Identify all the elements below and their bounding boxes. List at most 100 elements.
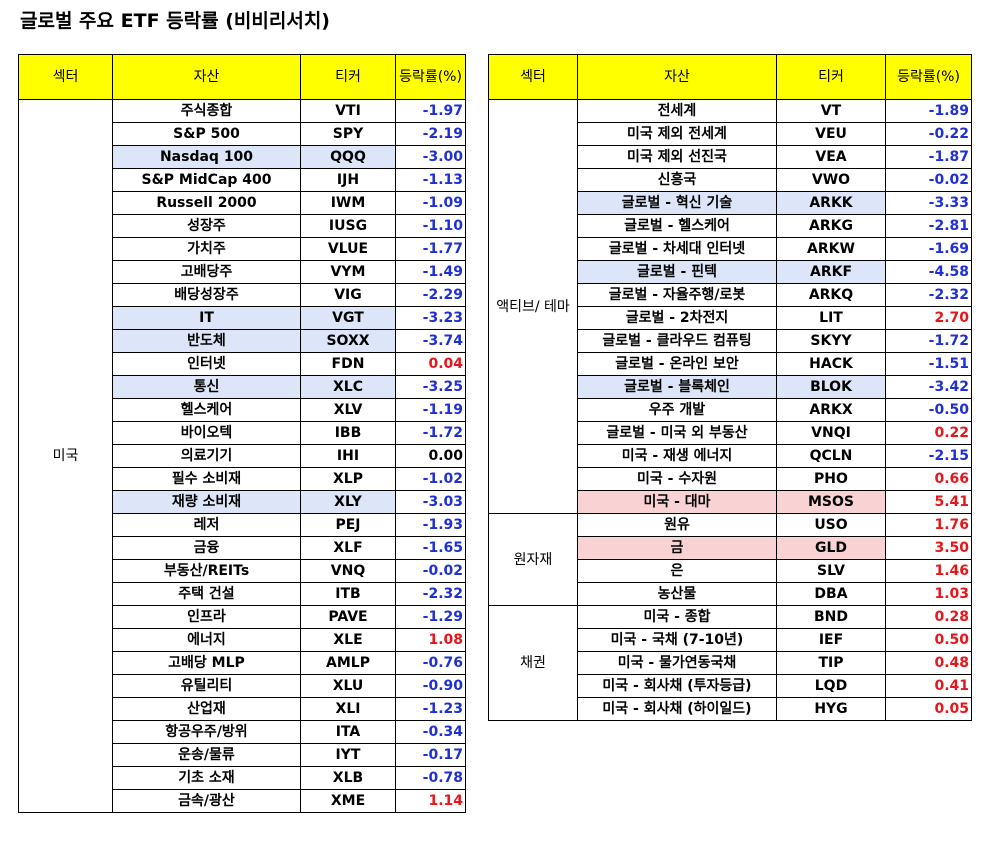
return-cell: -1.23 xyxy=(395,697,466,721)
asset-cell: 금 xyxy=(577,536,777,560)
asset-cell: 인프라 xyxy=(112,605,301,629)
ticker-cell: AMLP xyxy=(300,651,396,675)
ticker-cell: XLU xyxy=(300,674,396,698)
asset-cell: 신흥국 xyxy=(577,168,777,192)
table-row: 원자재 원유 USO 1.76 xyxy=(488,513,972,606)
ticker-cell: PEJ xyxy=(300,513,396,537)
asset-cell: 글로벌 - 핀텍 xyxy=(577,260,777,284)
return-cell: -0.34 xyxy=(395,720,466,744)
table-row: 유틸리티 XLU -0.90 xyxy=(19,674,466,698)
table-row: 글로벌 - 핀텍 ARKF -4.58 xyxy=(489,260,972,284)
ticker-cell: VWO xyxy=(776,168,886,192)
asset-cell: 미국 제외 선진국 xyxy=(577,145,777,169)
asset-cell: S&P 500 xyxy=(112,122,301,146)
table-row: 고배당 MLP AMLP -0.76 xyxy=(19,651,466,675)
asset-cell: 고배당주 xyxy=(112,260,301,284)
table-row: S&P MidCap 400 IJH -1.13 xyxy=(19,168,466,192)
table-row: 미국 - 대마 MSOS 5.41 xyxy=(489,490,972,514)
asset-cell: 글로벌 - 2차전지 xyxy=(577,306,777,330)
ticker-cell: ARKQ xyxy=(776,283,886,307)
return-cell: -0.02 xyxy=(885,168,972,192)
sector-cell: 원자재 xyxy=(488,513,578,606)
return-cell: -3.00 xyxy=(395,145,466,169)
return-cell: -1.72 xyxy=(395,421,466,445)
table-row: 반도체 SOXX -3.74 xyxy=(19,329,466,353)
table-row: 채권 미국 - 종합 BND 0.28 xyxy=(488,605,972,721)
ticker-cell: IWM xyxy=(300,191,396,215)
table-header-row: 섹터 자산 티커 등락률(%) xyxy=(18,54,466,100)
return-cell: 1.08 xyxy=(395,628,466,652)
return-cell: -2.15 xyxy=(885,444,972,468)
ticker-cell: IJH xyxy=(300,168,396,192)
table-row: 미국 - 재생 에너지 QCLN -2.15 xyxy=(489,444,972,468)
asset-cell: 글로벌 - 헬스케어 xyxy=(577,214,777,238)
return-cell: 0.48 xyxy=(885,651,972,675)
asset-cell: 배당성장주 xyxy=(112,283,301,307)
return-cell: -2.32 xyxy=(395,582,466,606)
asset-cell: S&P MidCap 400 xyxy=(112,168,301,192)
return-cell: 0.22 xyxy=(885,421,972,445)
asset-cell: 헬스케어 xyxy=(112,398,301,422)
return-cell: -0.76 xyxy=(395,651,466,675)
ticker-cell: XLI xyxy=(300,697,396,721)
asset-cell: 글로벌 - 차세대 인터넷 xyxy=(577,237,777,261)
ticker-cell: VTI xyxy=(300,99,396,123)
ticker-cell: IYT xyxy=(300,743,396,767)
header-sector: 섹터 xyxy=(488,54,578,100)
return-cell: 1.76 xyxy=(885,513,972,537)
return-cell: -0.78 xyxy=(395,766,466,790)
asset-cell: 필수 소비재 xyxy=(112,467,301,491)
ticker-cell: XLY xyxy=(300,490,396,514)
ticker-cell: VIG xyxy=(300,283,396,307)
return-cell: -1.72 xyxy=(885,329,972,353)
table-row: 고배당주 VYM -1.49 xyxy=(19,260,466,284)
asset-cell: 미국 - 종합 xyxy=(577,605,777,629)
header-ticker: 티커 xyxy=(300,54,396,100)
table-row: 바이오텍 IBB -1.72 xyxy=(19,421,466,445)
return-cell: 3.50 xyxy=(885,536,972,560)
asset-cell: 금속/광산 xyxy=(112,789,301,813)
return-cell: -1.49 xyxy=(395,260,466,284)
table-row: 글로벌 - 블록체인 BLOK -3.42 xyxy=(489,375,972,399)
ticker-cell: XLC xyxy=(300,375,396,399)
table-row: Nasdaq 100 QQQ -3.00 xyxy=(19,145,466,169)
header-asset: 자산 xyxy=(577,54,777,100)
asset-cell: 글로벌 - 클라우드 컴퓨팅 xyxy=(577,329,777,353)
table-row: 미국 - 수자원 PHO 0.66 xyxy=(489,467,972,491)
table-row: 농산물 DBA 1.03 xyxy=(489,582,972,606)
return-cell: -1.02 xyxy=(395,467,466,491)
return-cell: -2.29 xyxy=(395,283,466,307)
table-row: 에너지 XLE 1.08 xyxy=(19,628,466,652)
ticker-cell: SOXX xyxy=(300,329,396,353)
table-row: 가치주 VLUE -1.77 xyxy=(19,237,466,261)
return-cell: -3.33 xyxy=(885,191,972,215)
right-table-body: 액티브/ 테마 전세계 VT -1.89 미국 제외 전세계 VEU -0.22 미국 제외 … xyxy=(488,99,972,721)
table-row: 재량 소비재 XLY -3.03 xyxy=(19,490,466,514)
sector-cell: 채권 xyxy=(488,605,578,721)
page-title: 글로벌 주요 ETF 등락률 (비비리서치) xyxy=(20,10,330,32)
return-cell: -3.23 xyxy=(395,306,466,330)
asset-cell: 미국 - 회사채 (투자등급) xyxy=(577,674,777,698)
asset-cell: 금융 xyxy=(112,536,301,560)
asset-cell: 의료기기 xyxy=(112,444,301,468)
table-row: 글로벌 - 헬스케어 ARKG -2.81 xyxy=(489,214,972,238)
return-cell: 2.70 xyxy=(885,306,972,330)
asset-cell: 글로벌 - 자율주행/로봇 xyxy=(577,283,777,307)
ticker-cell: IUSG xyxy=(300,214,396,238)
return-cell: -3.42 xyxy=(885,375,972,399)
asset-cell: 고배당 MLP xyxy=(112,651,301,675)
ticker-cell: VEA xyxy=(776,145,886,169)
asset-cell: 운송/물류 xyxy=(112,743,301,767)
asset-cell: 농산물 xyxy=(577,582,777,606)
table-row: 글로벌 - 미국 외 부동산 VNQI 0.22 xyxy=(489,421,972,445)
ticker-cell: QQQ xyxy=(300,145,396,169)
table-row: 글로벌 - 클라우드 컴퓨팅 SKYY -1.72 xyxy=(489,329,972,353)
asset-cell: 미국 - 국채 (7-10년) xyxy=(577,628,777,652)
asset-cell: 은 xyxy=(577,559,777,583)
ticker-cell: SKYY xyxy=(776,329,886,353)
return-cell: 0.50 xyxy=(885,628,972,652)
asset-cell: 바이오텍 xyxy=(112,421,301,445)
header-return: 등락률(%) xyxy=(395,54,466,100)
ticker-cell: PHO xyxy=(776,467,886,491)
asset-cell: 가치주 xyxy=(112,237,301,261)
